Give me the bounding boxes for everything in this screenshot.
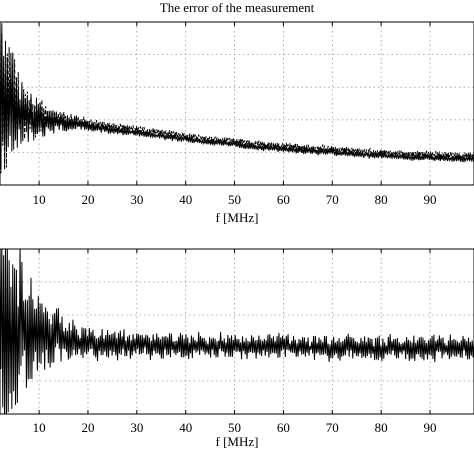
top-x-tick-label-70: 70: [326, 192, 339, 207]
bottom-x-tick-label-20: 20: [81, 420, 94, 435]
bottom-series-solid-line: [0, 249, 474, 414]
chart-top: 10 20 30 40 50 60 70 80 90 f [MHz]: [0, 21, 474, 225]
top-axes-frame: [0, 21, 474, 186]
top-tick-labels: 10 20 30 40 50 60 70 80 90: [33, 192, 437, 207]
top-series-dashed-line: [0, 26, 474, 174]
bottom-tick-labels: 10 20 30 40 50 60 70 80 90: [33, 420, 437, 435]
top-x-tick-label-60: 60: [277, 192, 290, 207]
chart-bottom: 10 20 30 40 50 60 70 80 90 f [MHz]: [0, 248, 474, 449]
top-x-tick-label-10: 10: [33, 192, 46, 207]
top-x-axis-label: f [MHz]: [216, 210, 259, 225]
bottom-series: [0, 249, 474, 414]
top-x-tick-label-30: 30: [130, 192, 143, 207]
bottom-x-tick-label-90: 90: [424, 420, 437, 435]
bottom-ticks: [38, 249, 431, 414]
bottom-x-tick-label-50: 50: [228, 420, 241, 435]
top-series-solid-line: [0, 23, 474, 168]
top-x-tick-label-40: 40: [179, 192, 192, 207]
top-grid: [0, 22, 474, 185]
bottom-x-tick-label-80: 80: [375, 420, 388, 435]
bottom-x-axis-label: f [MHz]: [216, 434, 259, 449]
bottom-x-tick-label-70: 70: [326, 420, 339, 435]
bottom-x-tick-label-10: 10: [33, 420, 46, 435]
bottom-x-tick-label-30: 30: [130, 420, 143, 435]
bottom-x-tick-label-60: 60: [277, 420, 290, 435]
top-x-tick-label-90: 90: [424, 192, 437, 207]
bottom-x-tick-label-40: 40: [179, 420, 192, 435]
top-x-tick-label-80: 80: [375, 192, 388, 207]
top-x-tick-label-20: 20: [81, 192, 94, 207]
top-ticks: [38, 22, 431, 185]
top-x-tick-label-50: 50: [228, 192, 241, 207]
bottom-axes-frame: [0, 248, 474, 415]
top-series: [0, 23, 474, 174]
figure-title: The error of the measurement: [160, 0, 315, 15]
